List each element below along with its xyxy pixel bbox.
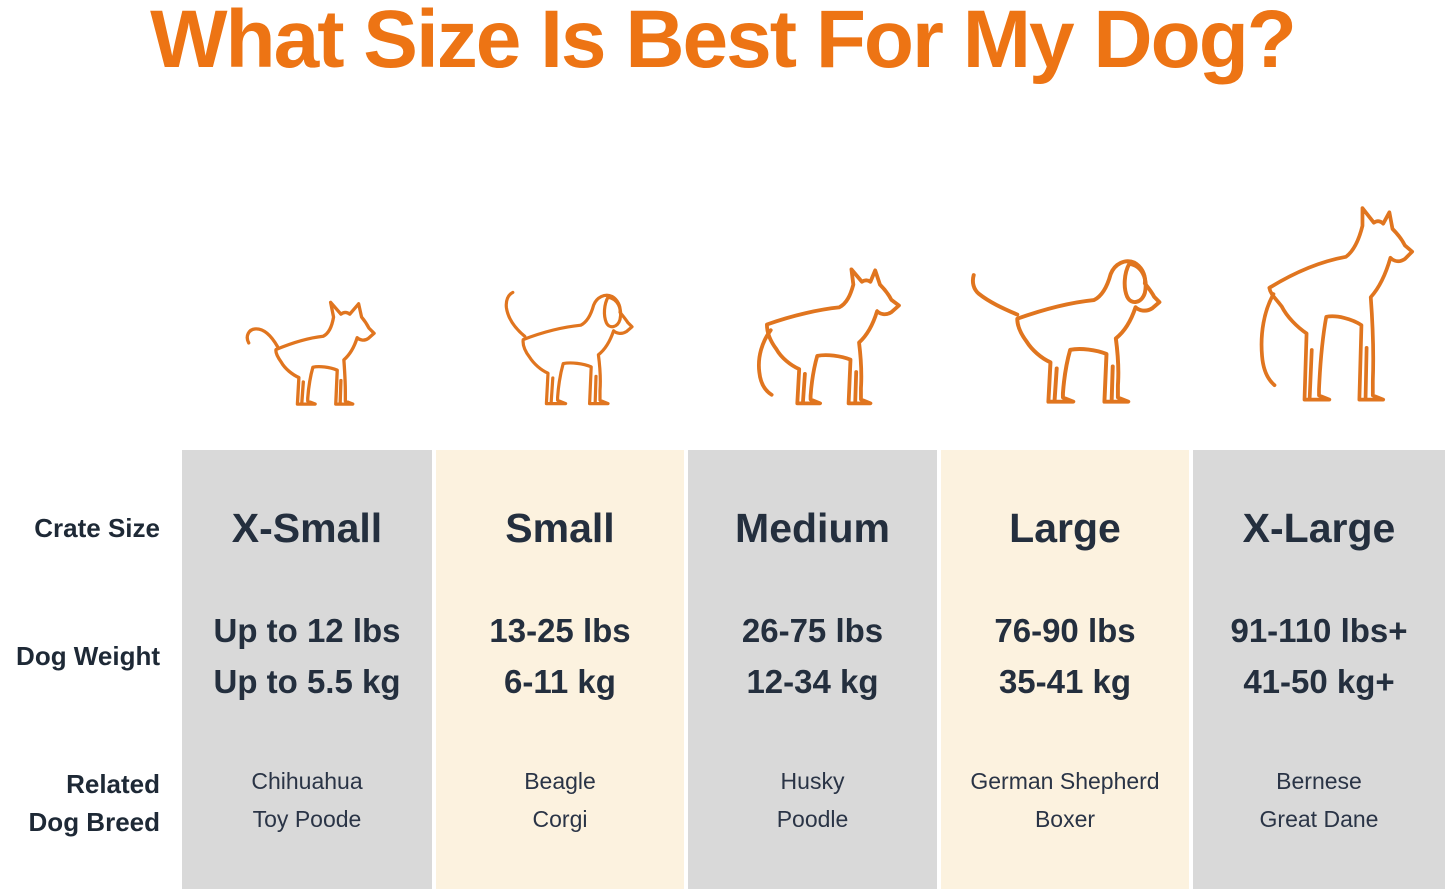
breed-2: Corgi — [532, 806, 588, 832]
row-label-related-line2: Dog Breed — [28, 807, 160, 837]
crate-size-value: X-Small — [231, 505, 383, 551]
crate-size-value: X-Large — [1242, 505, 1396, 551]
dog-weight-value: 26-75 lbs 12-34 kg — [688, 605, 937, 707]
column-x-small: X-Small Up to 12 lbs Up to 5.5 kg Chihua… — [182, 450, 432, 889]
row-label-dog-weight: Dog Weight — [16, 641, 160, 671]
beagle-icon — [504, 290, 634, 406]
weight-lbs: 26-75 lbs — [741, 612, 884, 649]
chihuahua-icon — [245, 300, 376, 406]
weight-lbs: 13-25 lbs — [489, 612, 631, 649]
breed-1: Beagle — [524, 768, 596, 794]
breed-2: Toy Poode — [252, 806, 362, 832]
row-label-crate-size: Crate Size — [34, 513, 160, 543]
crate-size-value: Small — [505, 505, 615, 551]
breed-2: Poodle — [776, 806, 849, 832]
breed-1: Husky — [780, 768, 845, 794]
husky-icon — [756, 267, 901, 406]
great-dane-icon — [1259, 206, 1415, 402]
dog-weight-value: Up to 12 lbs Up to 5.5 kg — [182, 605, 432, 707]
weight-kg: Up to 5.5 kg — [213, 663, 401, 700]
weight-lbs: Up to 12 lbs — [213, 612, 401, 649]
crate-size-value: Large — [1009, 505, 1121, 551]
breed-1: German Shepherd — [970, 768, 1160, 794]
breed-2: Great Dane — [1259, 806, 1379, 832]
column-x-large: X-Large 91-110 lbs+ 41-50 kg+ Bernese Gr… — [1193, 450, 1445, 889]
page-title: What Size Is Best For My Dog? — [150, 0, 1297, 85]
dog-weight-value: 76-90 lbs 35-41 kg — [941, 605, 1189, 707]
related-breeds: Husky Poodle — [688, 762, 937, 838]
related-breeds: Bernese Great Dane — [1193, 762, 1445, 838]
breed-1: Chihuahua — [251, 768, 363, 794]
row-label-related-dog-breed: Related Dog Breed — [0, 765, 160, 841]
related-breeds: Chihuahua Toy Poode — [182, 762, 432, 838]
dog-weight-value: 91-110 lbs+ 41-50 kg+ — [1193, 605, 1445, 707]
breed-1: Bernese — [1276, 768, 1362, 794]
row-label-related-line1: Related — [66, 769, 160, 799]
weight-kg: 35-41 kg — [998, 663, 1132, 700]
column-small: Small 13-25 lbs 6-11 kg Beagle Corgi — [436, 450, 684, 889]
weight-lbs: 91-110 lbs+ — [1230, 612, 1408, 649]
column-medium: Medium 26-75 lbs 12-34 kg Husky Poodle — [688, 450, 937, 889]
weight-kg: 41-50 kg+ — [1243, 663, 1395, 700]
crate-size-value: Medium — [735, 505, 890, 551]
dog-weight-value: 13-25 lbs 6-11 kg — [436, 605, 684, 707]
related-breeds: German Shepherd Boxer — [941, 762, 1189, 838]
weight-kg: 6-11 kg — [504, 663, 616, 700]
column-large: Large 76-90 lbs 35-41 kg German Shepherd… — [941, 450, 1189, 889]
weight-kg: 12-34 kg — [746, 663, 879, 700]
related-breeds: Beagle Corgi — [436, 762, 684, 838]
labrador-icon — [970, 259, 1162, 404]
breed-2: Boxer — [1034, 806, 1096, 832]
weight-lbs: 76-90 lbs — [994, 612, 1136, 649]
